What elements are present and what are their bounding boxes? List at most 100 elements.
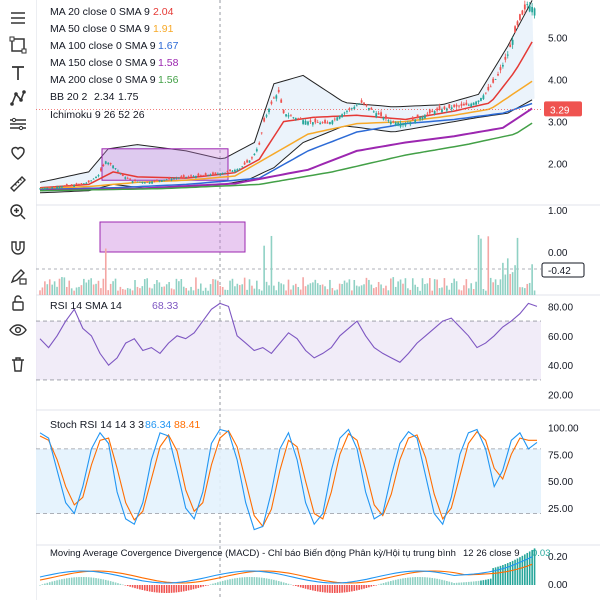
volume-bar	[407, 288, 409, 295]
candle-body	[70, 184, 73, 186]
menu-lines-icon	[11, 12, 25, 24]
candle-body	[65, 184, 68, 186]
volume-bar	[129, 288, 131, 295]
price-axis-tick: 3.00	[548, 118, 568, 129]
rectangle-select-icon	[9, 36, 27, 54]
menu-lines-tool-button[interactable]	[6, 6, 30, 30]
volume-bar	[424, 284, 426, 295]
candle-body	[112, 165, 114, 168]
macd-histogram-bar	[70, 577, 73, 585]
heart-tool-button[interactable]	[6, 140, 30, 164]
rsi-line	[39, 302, 538, 367]
macd-histogram-bar	[141, 585, 144, 591]
candle-body	[497, 74, 499, 76]
rectangle-select-tool-button[interactable]	[6, 33, 30, 57]
macd-histogram-bar	[287, 583, 290, 585]
stoch-k-line	[39, 428, 538, 531]
candle-body	[78, 183, 80, 185]
candle-body	[277, 89, 280, 93]
macd-histogram-bar	[260, 577, 263, 585]
candle-body	[212, 172, 214, 175]
candle-body	[377, 112, 380, 115]
volume-bar	[409, 289, 412, 295]
candle-body	[124, 177, 127, 179]
volume-bar	[265, 281, 268, 295]
eye-tool-button[interactable]	[6, 318, 30, 342]
candle-body	[290, 115, 292, 117]
volume-bar	[414, 284, 416, 295]
macd-histogram-bar	[341, 585, 343, 593]
candle-body	[511, 39, 514, 45]
volume-bar	[324, 286, 326, 295]
candle-body	[370, 107, 373, 110]
macd-histogram-bar	[472, 581, 475, 585]
candle-body	[163, 179, 166, 181]
volume-bar	[492, 282, 494, 295]
stoch-rsi-label: Stoch RSI 14 14 3 3	[50, 419, 144, 431]
candle-body	[406, 122, 409, 124]
candle-body	[195, 176, 197, 178]
candle-body	[443, 106, 446, 109]
candle-body	[263, 118, 266, 122]
volume-bar	[392, 277, 395, 295]
candle-body	[329, 122, 331, 124]
volume-bar	[136, 286, 139, 295]
macd-histogram-bar	[460, 582, 463, 585]
candle-body	[402, 123, 404, 126]
volume-bar	[524, 288, 526, 295]
macd-histogram-bar	[124, 585, 127, 586]
macd-histogram-bar	[299, 585, 302, 588]
macd-histogram-bar	[385, 582, 387, 585]
candle-body	[409, 121, 412, 125]
macd-histogram-bar	[421, 577, 424, 585]
ma150-value: 1.58	[158, 57, 179, 69]
macd-histogram-bar	[409, 577, 412, 585]
magnet-tool-button[interactable]	[6, 236, 30, 260]
ruler-tool-button[interactable]	[6, 172, 30, 196]
candle-body	[224, 172, 227, 174]
volume-bar	[467, 288, 470, 295]
rsi-axis-tick: 40.00	[548, 361, 573, 372]
candle-body	[114, 168, 117, 169]
trash-tool-button[interactable]	[6, 352, 30, 376]
lock-open-icon	[12, 295, 24, 311]
volume-bar	[460, 290, 463, 295]
macd-histogram-bar	[450, 582, 453, 585]
volume-bar	[316, 283, 319, 295]
candle-body	[131, 181, 134, 183]
volume-bar	[463, 285, 465, 295]
volume-bar	[509, 274, 512, 295]
macd-histogram-bar	[236, 577, 239, 585]
node-path-tool-button[interactable]	[6, 86, 30, 110]
text-tool-tool-button[interactable]	[6, 61, 30, 85]
zoom-in-tool-button[interactable]	[6, 200, 30, 224]
volume-bar	[83, 278, 85, 295]
macd-histogram-bar	[475, 581, 477, 585]
macd-histogram-bar	[68, 577, 71, 585]
volume-bar	[151, 288, 153, 295]
horizontal-lines-tool-button[interactable]	[6, 112, 30, 136]
macd-histogram-bar	[499, 565, 502, 585]
volume-bar	[519, 287, 521, 295]
macd-histogram-bar	[207, 585, 209, 586]
candle-body	[143, 182, 146, 184]
volume-bar	[124, 289, 127, 295]
macd-histogram-bar	[524, 554, 526, 585]
pencil-lock-tool-button[interactable]	[6, 264, 30, 288]
volume-bar	[168, 282, 170, 295]
lock-open-tool-button[interactable]	[6, 291, 30, 315]
bb-upper-value: 2.34	[94, 91, 115, 103]
macd-histogram-bar	[446, 580, 448, 585]
volume-bar	[141, 286, 144, 295]
candle-body	[392, 121, 395, 123]
macd-histogram-bar	[202, 585, 205, 587]
candle-body	[304, 120, 307, 125]
macd-histogram-bar	[241, 577, 244, 585]
volume-bar	[212, 279, 214, 295]
volume-bar	[314, 279, 317, 295]
candle-body	[338, 115, 341, 119]
candle-body	[519, 14, 521, 20]
macd-histogram-bar	[531, 549, 533, 585]
candle-body	[445, 108, 448, 111]
volume-bar	[502, 262, 504, 295]
